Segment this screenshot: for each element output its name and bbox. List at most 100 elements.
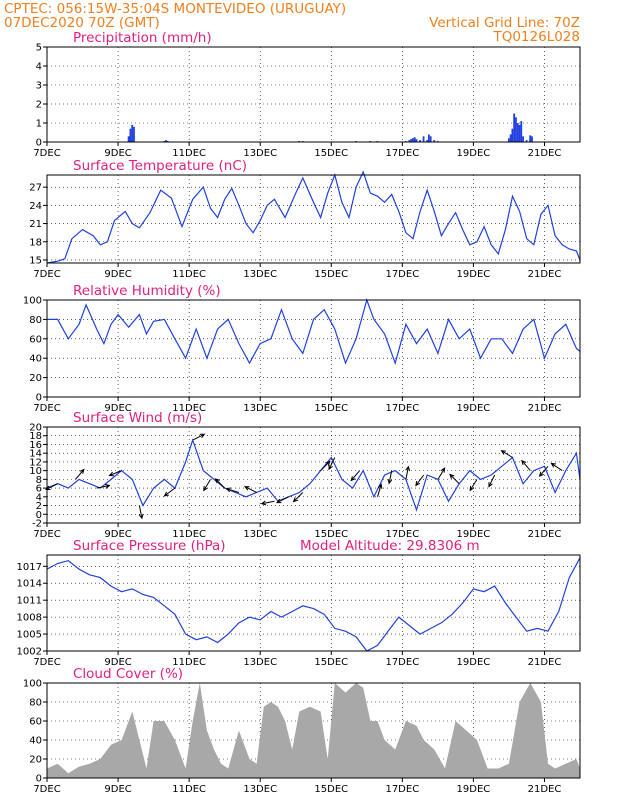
x-tick-label: 17DEC [385,529,419,540]
panel-title: Cloud Cover (%) [73,666,183,682]
y-tick-label: 1017 [17,562,42,573]
x-tick-label: 11DEC [172,403,206,414]
wind-vector-arrow [350,470,361,482]
x-tick-label: 15DEC [314,269,348,280]
wind-vector-arrow [260,500,275,506]
wind-vector-arrow [405,465,411,480]
y-tick-label: 100 [23,679,42,690]
y-tick-label: 0 [36,138,42,149]
panel-1: 0 1 2 3 4 5 7DEC 9DEC 11DEC 13DEC 15DEC 17DEC 19DEC 2… [33,30,581,159]
plot-frame [46,554,581,652]
plot-frame [46,426,581,524]
x-tick-label: 17DEC [385,269,419,280]
x-tick-label: 15DEC [314,529,348,540]
series-line [46,170,581,264]
wind-vector-arrow [75,468,85,480]
wind-vector-arrow [320,460,331,471]
y-tick-label: 4 [36,492,42,503]
panel-2: 15 18 21 24 27 7DEC 9DEC 11DEC 13DEC 15DEC 17DEC 19… [29,158,581,280]
x-tick-label: 21DEC [528,657,562,668]
wind-vector-arrow [538,465,549,477]
x-tick-label: 21DEC [528,529,562,540]
y-tick-label: 40 [29,736,42,747]
y-tick-label: 1005 [17,630,42,641]
x-tick-label: 7DEC [33,529,60,540]
y-tick-label: 80 [29,698,42,709]
x-tick-label: 9DEC [104,657,131,668]
y-tick-label: 1008 [17,613,42,624]
x-tick-label: 9DEC [104,529,131,540]
header-station: CPTEC: 056:15W-35:04S MONTEVIDEO (URUGUA… [4,1,346,17]
y-tick-label: 1014 [17,579,42,590]
y-tick-label: 0 [36,774,42,785]
y-tick-label: 16 [29,440,42,451]
y-tick-label: 1011 [17,596,42,607]
precip-bar [165,140,167,142]
x-tick-label: 11DEC [172,529,206,540]
x-tick-label: 21DEC [528,269,562,280]
wind-vector-arrow [108,470,122,477]
x-tick-label: 15DEC [314,148,348,159]
precip-bar [413,137,416,142]
header-grid-line: Vertical Grid Line: 70Z [429,15,580,31]
x-tick-label: 13DEC [243,529,277,540]
y-tick-label: 4 [36,62,42,73]
x-tick-label: 11DEC [172,148,206,159]
y-tick-label: 10 [29,466,42,477]
precip-bar [427,134,430,142]
wind-vector-arrow [521,459,531,471]
y-tick-label: 1 [36,119,42,130]
precip-bar [129,128,132,142]
y-tick-label: -2 [32,519,42,530]
precip-bar [529,135,532,142]
plot-frame [46,174,581,264]
precip-bar [127,136,130,142]
series-line [47,298,581,366]
x-tick-label: 19DEC [457,403,491,414]
x-tick-label: 9DEC [104,269,131,280]
wind-vector-arrow [449,473,460,485]
precip-bar [410,139,413,142]
wind-vector-arrow [192,433,206,441]
y-tick-label: 80 [29,315,42,326]
wind-vector-arrow [488,474,496,488]
precip-bar [429,136,432,142]
precip-bar [419,140,421,142]
wind-vector-arrow [138,505,144,520]
y-tick-label: 2 [36,501,42,512]
precip-bar [408,140,411,142]
wind-vector-arrow [437,467,446,480]
precip-bar [531,136,533,142]
series-line [46,557,581,652]
y-tick-label: 60 [29,334,42,345]
x-tick-label: 21DEC [528,784,562,795]
x-tick-label: 9DEC [104,148,131,159]
x-tick-label: 15DEC [314,403,348,414]
panel-title: Relative Humidity (%) [73,283,221,299]
precip-bar [133,126,135,142]
y-tick-label: 21 [29,219,42,230]
x-tick-label: 13DEC [243,148,277,159]
plot-frame [46,46,581,143]
wind-vector-arrow [225,487,240,493]
x-tick-label: 21DEC [528,403,562,414]
panel-title: Precipitation (mm/h) [73,30,212,46]
wind-vector-arrow [163,487,176,497]
precip-bar [522,136,524,142]
x-tick-label: 7DEC [33,784,60,795]
panel-subtitle: Model Altitude: 29.8306 m [300,538,480,554]
panel-title: Surface Wind (m/s) [73,410,202,426]
x-tick-label: 13DEC [243,657,277,668]
precip-bar [518,124,521,142]
cloud-cover-area [47,683,580,778]
x-tick-label: 19DEC [457,269,491,280]
x-tick-label: 19DEC [457,657,491,668]
wind-vector-arrow [377,483,383,497]
y-tick-label: 12 [29,457,42,468]
x-tick-label: 19DEC [457,148,491,159]
precip-bar [426,140,429,142]
wind-vector-arrow [275,496,289,504]
y-tick-label: 24 [29,201,42,212]
